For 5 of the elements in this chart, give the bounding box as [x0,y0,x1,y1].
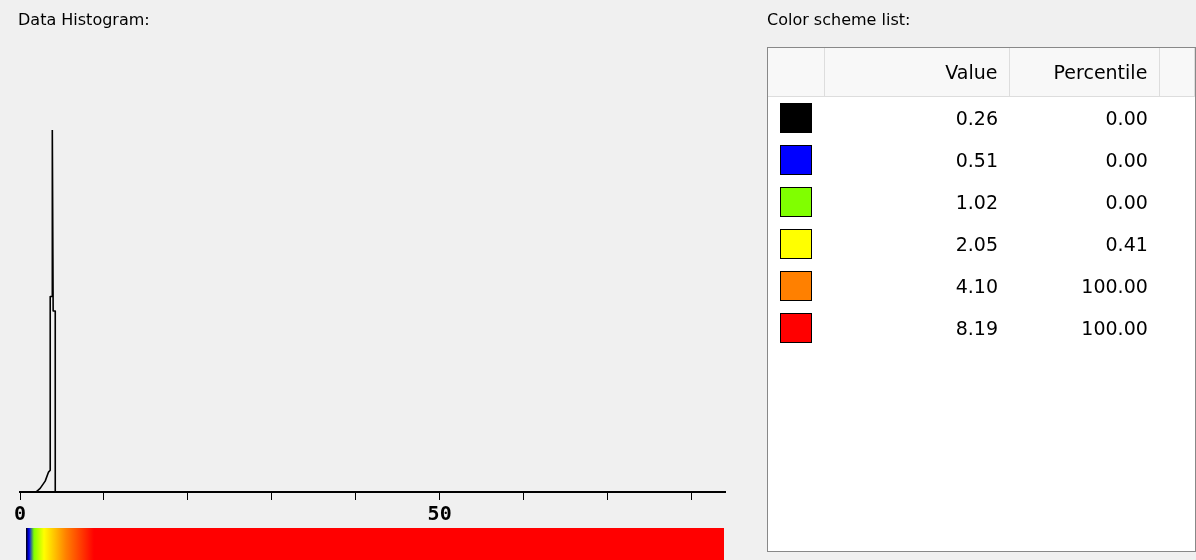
text: Color scheme list: [767,10,911,29]
table-frame: Value Percentile 0.26 0.00 0.51 0.00 1.02 0.00 2.05 0.41 4.10 100.00 8.19 100.00 [767,47,1196,552]
chart-title: Data Histogram: [18,10,150,29]
x-tick-label: 0 [13,501,27,526]
x-tick-label: 50 [427,501,452,526]
